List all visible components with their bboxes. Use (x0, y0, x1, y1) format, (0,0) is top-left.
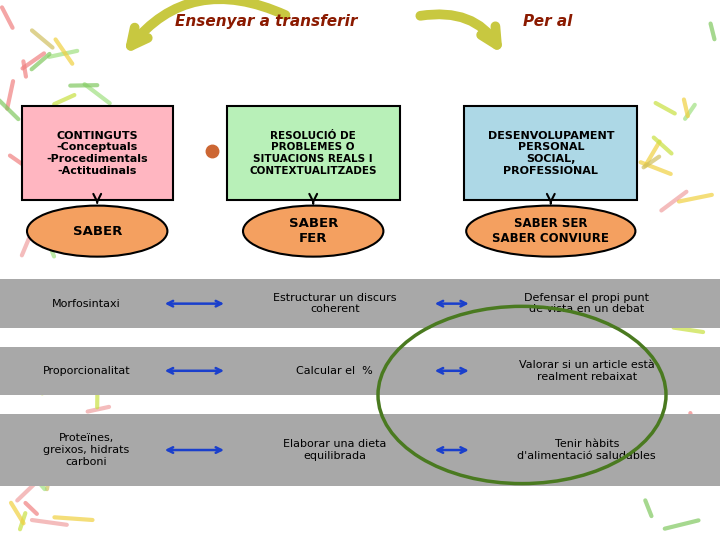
Text: CONTINGUTS
-Conceptuals
-Procedimentals
-Actitudinals: CONTINGUTS -Conceptuals -Procedimentals … (46, 131, 148, 176)
Text: Defensar el propi punt
de vista en un debat: Defensar el propi punt de vista en un de… (524, 293, 649, 314)
Text: Estructurar un discurs
coherent: Estructurar un discurs coherent (273, 293, 397, 314)
Text: Morfosintaxi: Morfosintaxi (52, 299, 121, 309)
Text: RESOLUCIÓ DE
PROBLEMES O
SITUACIONS REALS I
CONTEXTUALITZADES: RESOLUCIÓ DE PROBLEMES O SITUACIONS REAL… (249, 131, 377, 176)
Ellipse shape (467, 206, 636, 256)
FancyBboxPatch shape (0, 347, 720, 395)
FancyBboxPatch shape (464, 106, 637, 200)
Text: Per al: Per al (523, 14, 572, 29)
Text: SABER SER
SABER CONVIURE: SABER SER SABER CONVIURE (492, 217, 609, 245)
Text: SABER
FER: SABER FER (289, 217, 338, 245)
Text: Elaborar una dieta
equilibrada: Elaborar una dieta equilibrada (283, 439, 387, 461)
Text: Calcular el  %: Calcular el % (297, 366, 373, 376)
FancyBboxPatch shape (0, 280, 720, 328)
Text: Proporcionalitat: Proporcionalitat (42, 366, 130, 376)
Text: Proteïnes,
greixos, hidrats
carboni: Proteïnes, greixos, hidrats carboni (43, 434, 130, 467)
Text: Tenir hàbits
d'alimentació saludables: Tenir hàbits d'alimentació saludables (518, 439, 656, 461)
Text: Ensenyar a transferir: Ensenyar a transferir (175, 14, 358, 29)
Text: SABER: SABER (73, 225, 122, 238)
FancyBboxPatch shape (227, 106, 400, 200)
Text: DESENVOLUPAMENT
PERSONAL
SOCIAL,
PROFESSIONAL: DESENVOLUPAMENT PERSONAL SOCIAL, PROFESS… (487, 131, 614, 176)
Ellipse shape (27, 206, 167, 256)
Ellipse shape (243, 206, 383, 256)
FancyBboxPatch shape (0, 414, 720, 487)
Text: Valorar si un article està
realment rebaixat: Valorar si un article està realment reba… (519, 360, 654, 382)
FancyBboxPatch shape (22, 106, 173, 200)
